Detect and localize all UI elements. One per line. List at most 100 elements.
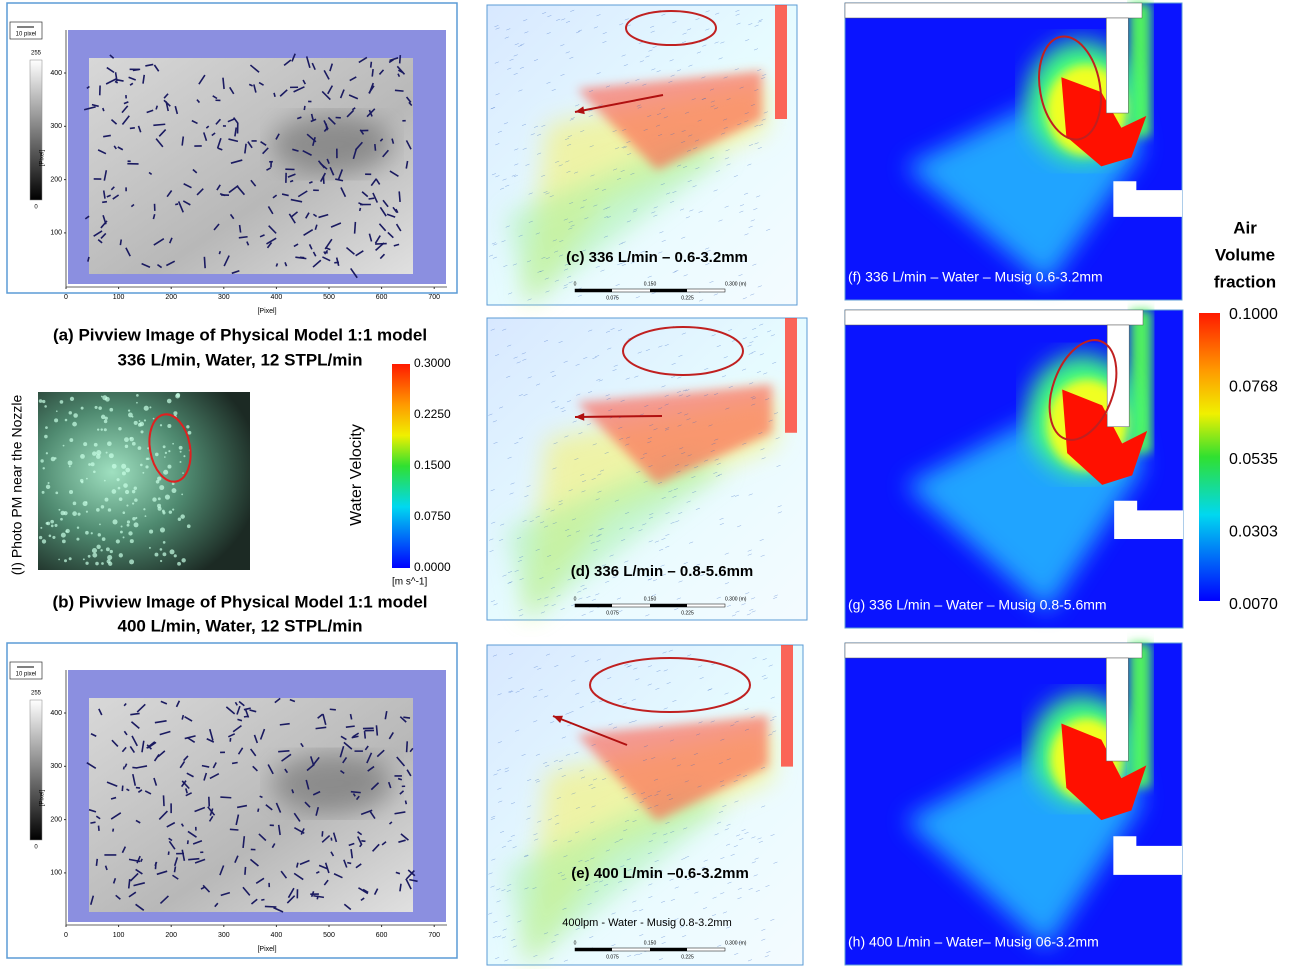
bubble (40, 527, 42, 529)
vector (120, 239, 121, 245)
bubble (188, 431, 192, 435)
bubble (88, 555, 91, 558)
bubble (68, 460, 73, 465)
gray-max: 255 (31, 51, 42, 57)
bubble (112, 519, 117, 524)
vector (96, 859, 97, 866)
bubble (132, 442, 136, 446)
colorbar-tick-label: 0.0750 (414, 509, 451, 523)
vector (182, 137, 183, 146)
bubble (62, 539, 66, 543)
bubble (170, 549, 175, 554)
vector (304, 106, 305, 110)
bubble (85, 531, 89, 535)
vector (323, 176, 324, 184)
bubble (134, 522, 139, 527)
bubble (112, 489, 117, 494)
bubble (49, 535, 52, 538)
bubble (72, 511, 77, 516)
bubble (121, 464, 126, 469)
caption: (c) 336 L/min – 0.6-3.2mm (566, 249, 748, 266)
bubble (97, 428, 99, 430)
vector (230, 829, 239, 830)
colorbar-unit: [m s^-1] (392, 577, 427, 588)
bubble (112, 464, 117, 469)
bubble (147, 457, 150, 460)
bubble (48, 482, 50, 484)
nozzle (1106, 18, 1128, 113)
bubble (130, 539, 134, 543)
vector (261, 899, 264, 900)
bubble (119, 497, 123, 501)
bubble (145, 465, 148, 468)
y-tick-label: 100 (50, 870, 62, 877)
bubble (65, 419, 68, 422)
bubble (94, 443, 98, 447)
x-tick-label: 100 (113, 932, 125, 939)
vector (399, 191, 400, 201)
vector (375, 244, 387, 245)
vector (400, 55, 401, 63)
vector (204, 257, 205, 268)
y-tick-label: 100 (50, 230, 62, 237)
vector (245, 867, 246, 875)
bubble (42, 539, 46, 543)
bubble (101, 505, 104, 508)
scale-label: 0.300 (m) (725, 596, 747, 602)
bubble (172, 443, 174, 445)
panel-note: 400lpm - Water - Musig 0.8-3.2mm (562, 917, 732, 929)
vector (240, 225, 241, 233)
vector (351, 714, 352, 719)
bubble (160, 527, 165, 532)
y-tick-label: 400 (50, 710, 62, 717)
bubble (60, 518, 63, 521)
bubble (46, 522, 50, 526)
bubble (42, 400, 45, 403)
bubble (58, 509, 60, 511)
bubble (125, 468, 130, 473)
bubble (140, 464, 143, 467)
bubble (138, 423, 142, 427)
bubble (155, 553, 159, 557)
bubble (180, 514, 184, 518)
scale-label: 0 (574, 281, 577, 287)
vector (182, 715, 183, 720)
nozzle-jet (781, 645, 793, 767)
scale-bar-seg (575, 289, 612, 292)
scale-label: 0.075 (606, 295, 619, 301)
nozzle (1107, 325, 1129, 427)
bubble (45, 426, 48, 429)
bubble (73, 502, 77, 506)
vector (258, 809, 259, 812)
vector (124, 767, 125, 770)
air-jet (1129, 643, 1151, 788)
bubble (121, 526, 123, 528)
bubble (123, 483, 128, 488)
bubble (157, 504, 161, 508)
bubble (92, 548, 97, 553)
vector (113, 829, 114, 832)
bubble (145, 515, 147, 517)
scale-bar-seg (575, 604, 612, 607)
bubble (186, 425, 189, 428)
vector (347, 863, 351, 864)
bubble (127, 520, 130, 523)
bubble (162, 511, 165, 514)
scale-label: 0.300 (m) (725, 281, 747, 287)
bubble (73, 413, 78, 418)
bubble (105, 417, 108, 420)
vector (219, 251, 220, 254)
bubble (132, 503, 134, 505)
page: 10 pixel2550[Pixel]400300200100010020030… (0, 0, 1297, 969)
vector (330, 709, 336, 710)
bubble (128, 410, 130, 412)
scale-bar-seg (650, 289, 687, 292)
bubble (134, 487, 137, 490)
vector (239, 237, 248, 238)
bubble (55, 491, 58, 494)
vector (102, 202, 107, 203)
colorbar-title: fraction (1214, 272, 1276, 291)
bubble (61, 533, 66, 538)
bubble (125, 445, 128, 448)
bubble (181, 494, 183, 496)
